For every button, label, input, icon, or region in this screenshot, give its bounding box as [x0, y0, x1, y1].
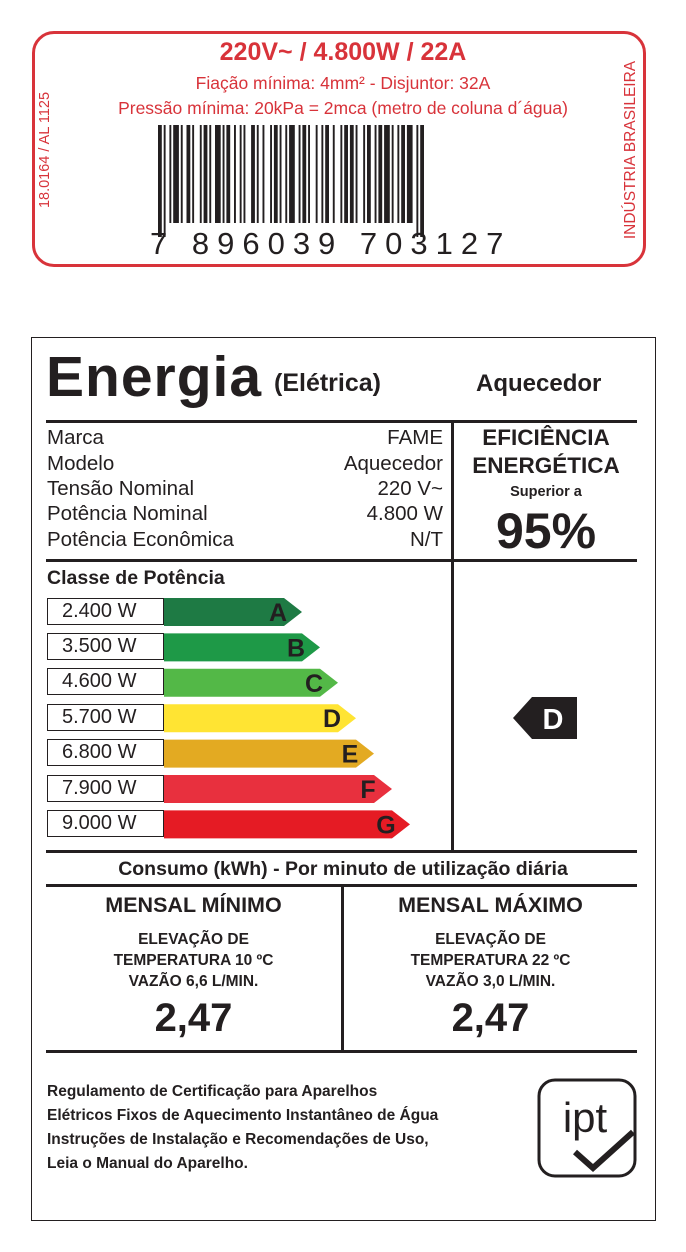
class-power-a: 2.400 W — [47, 598, 164, 625]
divider — [341, 884, 344, 1051]
class-letter-b: B — [287, 634, 305, 662]
regulation-line-3: Instruções de Instalação e Recomendações… — [47, 1131, 429, 1148]
regulation-line-1: Regulamento de Certificação para Aparelh… — [47, 1083, 378, 1100]
pressure-spec: Pressão mínima: 20kPa = 2mca (metro de c… — [118, 98, 568, 118]
power-class-title: Classe de Potência — [47, 567, 225, 589]
product-type: Aquecedor — [476, 370, 602, 397]
class-bar-b — [164, 633, 320, 662]
info-label-voltage: Tensão Nominal — [47, 477, 194, 500]
class-bar-a — [164, 598, 302, 626]
divider — [46, 559, 637, 562]
barcode-digits: 7 896039 703127 — [150, 226, 512, 261]
efficiency-qualifier: Superior a — [510, 484, 582, 500]
info-label-power: Potência Nominal — [47, 502, 208, 525]
svg-text:ipt: ipt — [563, 1094, 608, 1141]
class-bar-c — [164, 668, 338, 697]
origin-text: INDÚSTRIA BRASILEIRA — [622, 60, 639, 240]
divider — [46, 420, 637, 423]
info-value-power: 4.800 W — [366, 502, 443, 525]
regulation-line-2: Elétricos Fixos de Aquecimento Instantân… — [47, 1107, 439, 1124]
monthly-min-line3: VAZÃO 6,6 L/MIN. — [128, 973, 259, 990]
class-letter-e: E — [342, 741, 359, 769]
wiring-spec: Fiação mínima: 4mm² - Disjuntor: 32A — [195, 73, 491, 93]
monthly-max-line3: VAZÃO 3,0 L/MIN. — [425, 973, 556, 990]
monthly-max-line1: ELEVAÇÃO DE — [435, 931, 546, 948]
info-value-model: Aquecedor — [343, 452, 443, 475]
monthly-min-line1: ELEVAÇÃO DE — [138, 931, 249, 948]
class-power-f: 7.900 W — [47, 775, 164, 802]
sticker-code: 18.0164 / AL 1125 — [37, 91, 53, 209]
class-bar-g — [164, 810, 410, 839]
class-bar-d — [164, 704, 356, 733]
rating-arrow — [513, 697, 577, 739]
consumption-title: Consumo (kWh) - Por minuto de utilização… — [118, 858, 568, 880]
class-power-d: 5.700 W — [47, 704, 164, 731]
monthly-max-title: MENSAL MÁXIMO — [398, 893, 583, 917]
info-label-model: Modelo — [47, 452, 115, 475]
regulation-text: Regulamento de Certificação para Aparelh… — [47, 1080, 438, 1176]
divider — [46, 1050, 637, 1053]
class-letter-f: F — [360, 776, 375, 804]
efficiency-title-2: ENERGÉTICA — [472, 453, 620, 478]
class-letter-c: C — [305, 670, 323, 698]
electrical-spec: 220V~ / 4.800W / 22A — [219, 38, 467, 66]
info-label-eco-power: Potência Econômica — [47, 528, 234, 551]
info-value-brand: FAME — [387, 426, 443, 449]
monthly-min-value: 2,47 — [154, 996, 233, 1040]
label-title: Energia — [46, 345, 263, 409]
divider — [46, 850, 637, 853]
monthly-min-line2: TEMPERATURA 10 ºC — [113, 952, 274, 969]
class-power-b: 3.500 W — [47, 633, 164, 660]
class-letter-g: G — [376, 811, 395, 839]
class-power-c: 4.600 W — [47, 668, 164, 695]
monthly-min-title: MENSAL MÍNIMO — [105, 893, 282, 917]
info-value-eco-power: N/T — [409, 528, 443, 551]
class-power-e: 6.800 W — [47, 739, 164, 766]
class-bar-f — [164, 775, 392, 803]
efficiency-value: 95% — [495, 503, 597, 559]
ipt-logo-icon: ipt — [537, 1078, 637, 1178]
class-letter-a: A — [269, 599, 287, 627]
monthly-max-value: 2,47 — [451, 996, 530, 1040]
info-value-voltage: 220 V~ — [377, 477, 443, 500]
class-letter-d: D — [323, 705, 341, 733]
product-sticker — [32, 31, 646, 267]
energy-label — [31, 337, 656, 1221]
rating-letter: D — [543, 704, 564, 736]
label-subtitle: (Elétrica) — [274, 369, 381, 397]
monthly-max-line2: TEMPERATURA 22 ºC — [410, 952, 571, 969]
efficiency-title-1: EFICIÊNCIA — [482, 425, 610, 450]
class-power-g: 9.000 W — [47, 810, 164, 837]
energy-rating-indicator: D — [513, 697, 577, 739]
barcode — [158, 125, 424, 237]
divider — [451, 420, 454, 852]
regulation-line-4: Leia o Manual do Aparelho. — [47, 1155, 248, 1172]
class-bar-e — [164, 739, 374, 768]
info-label-brand: Marca — [47, 426, 104, 449]
